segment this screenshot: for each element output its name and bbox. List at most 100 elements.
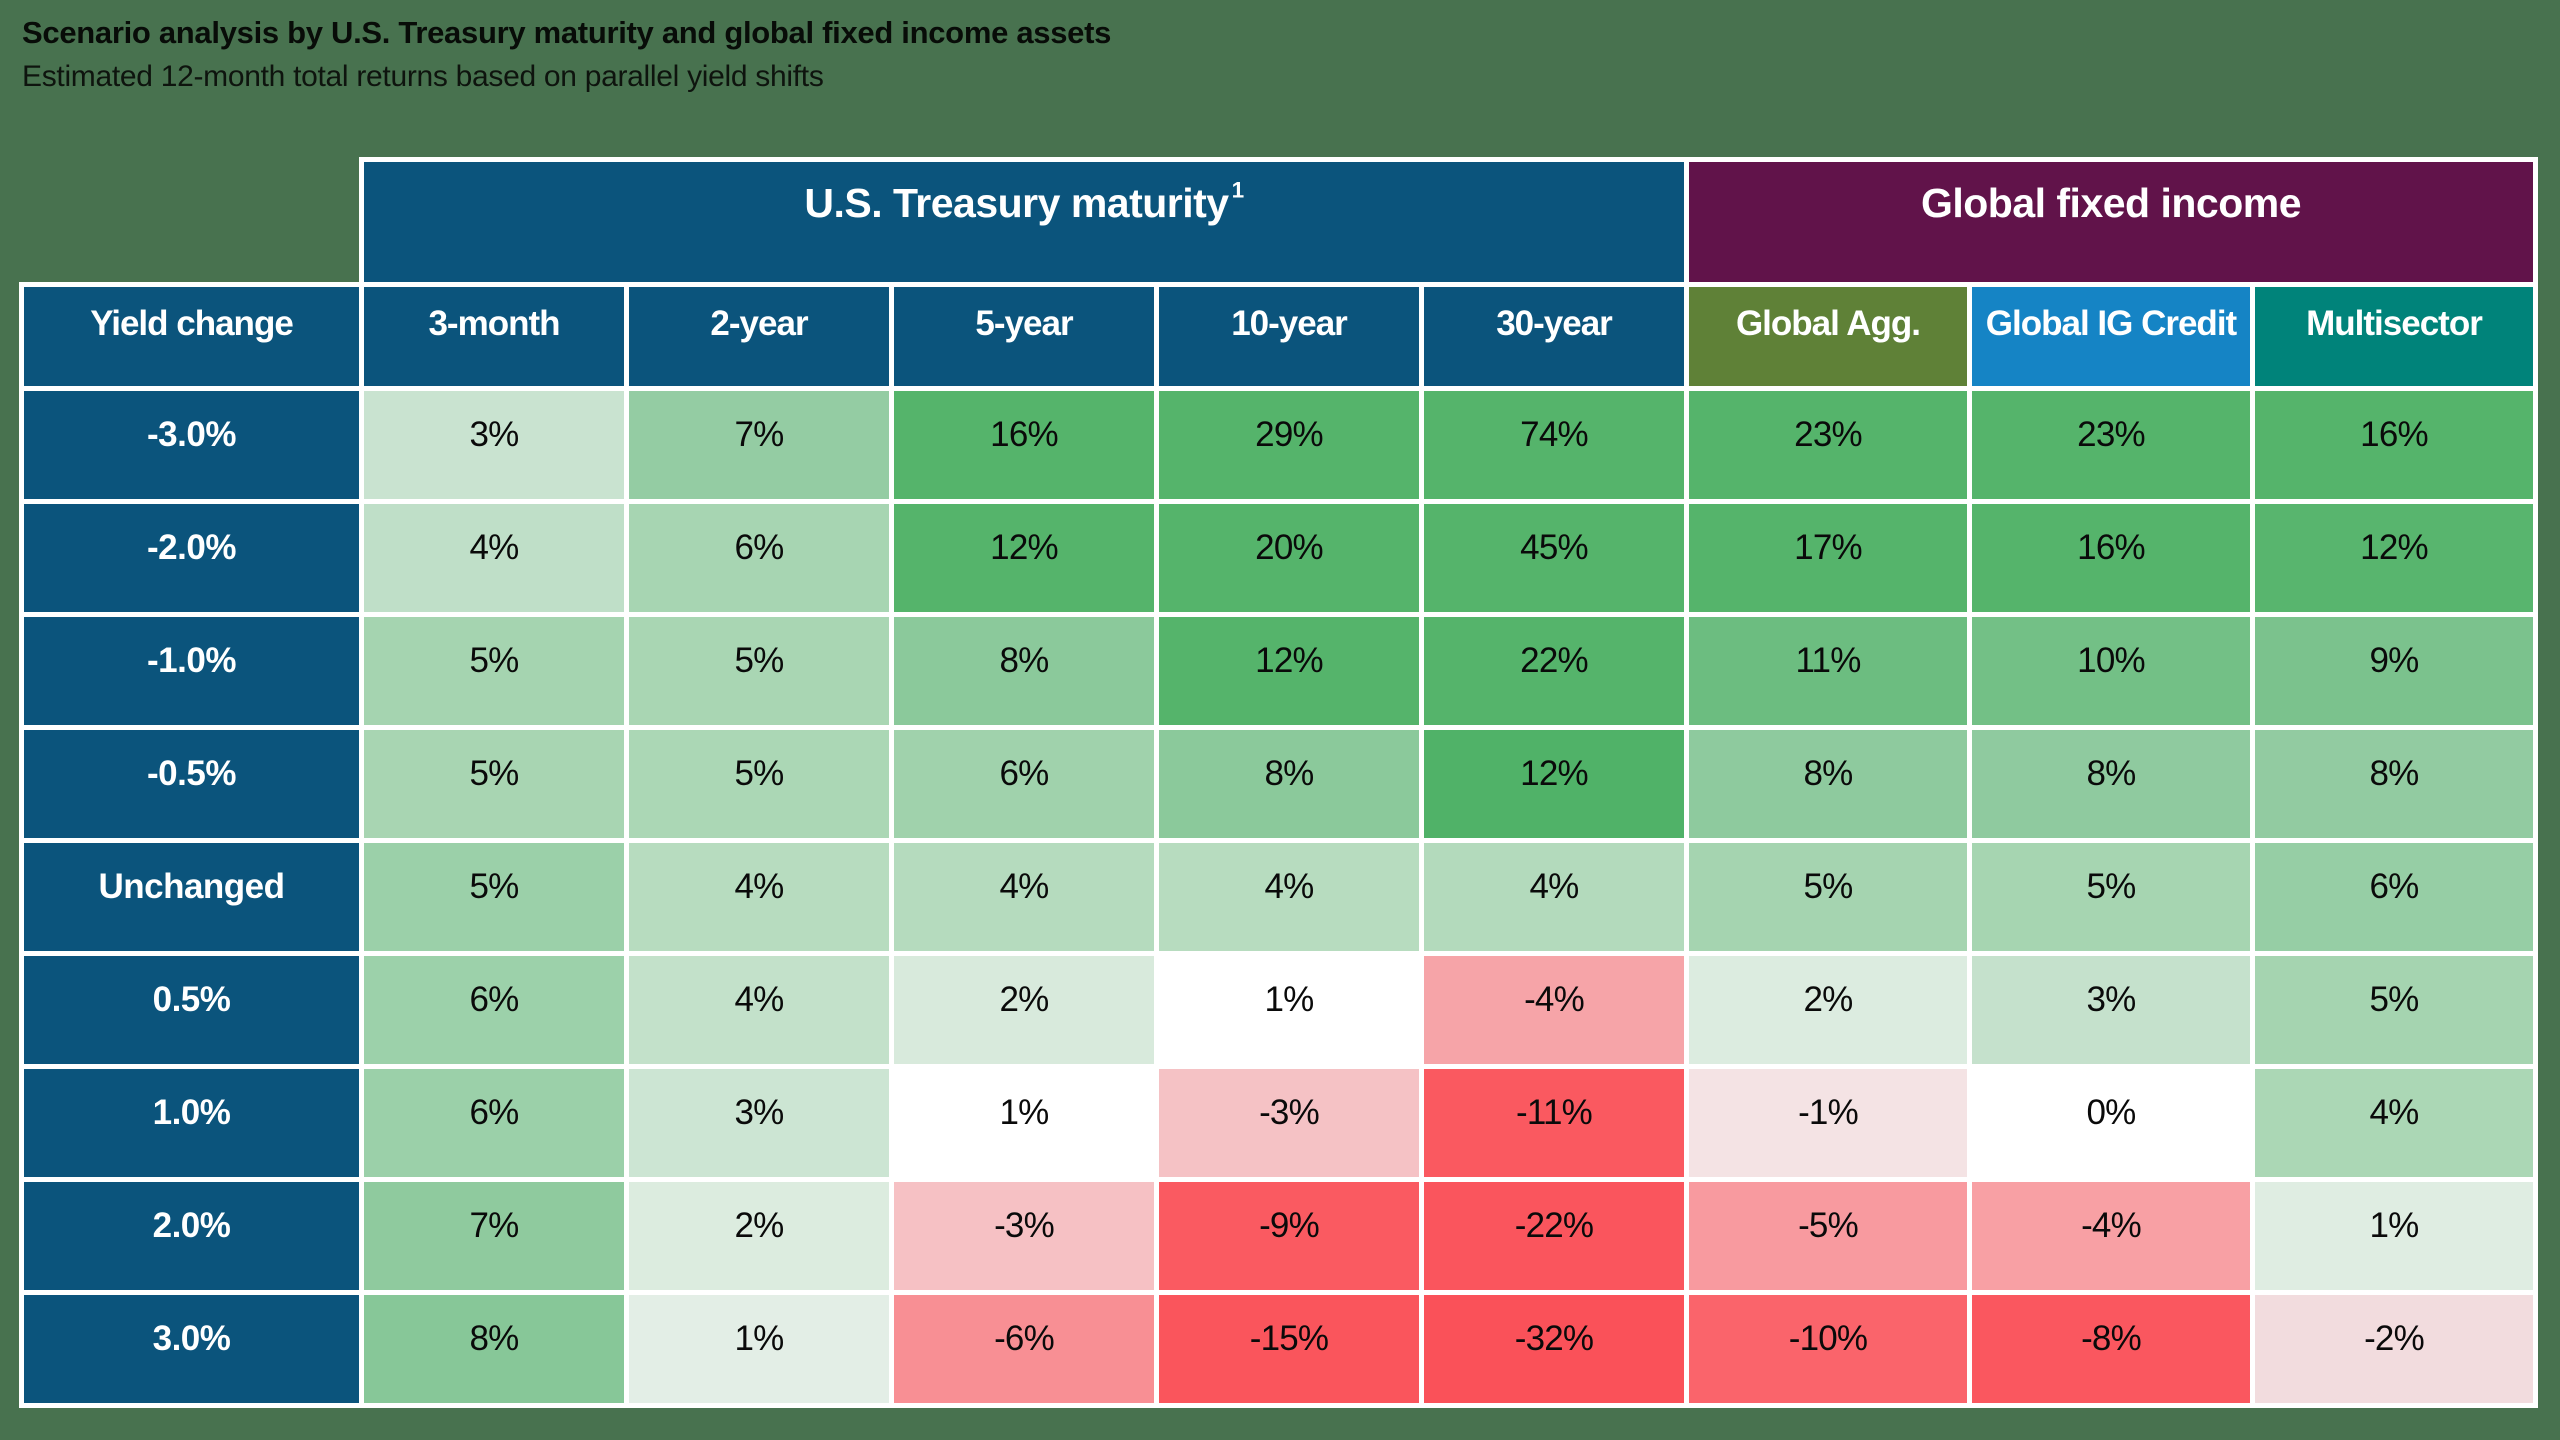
value-cell-r9c8: -2%: [2255, 1295, 2533, 1403]
title-block: Scenario analysis by U.S. Treasury matur…: [0, 0, 2560, 95]
value-cell-r2c2: 6%: [629, 504, 889, 612]
row-label-3-0: 3.0%: [24, 1295, 359, 1403]
value-cell-r9c7: -8%: [1972, 1295, 2250, 1403]
value-cell-r4c7: 8%: [1972, 730, 2250, 838]
value-cell-r9c1: 8%: [364, 1295, 624, 1403]
value-cell-r1c1: 3%: [364, 391, 624, 499]
value-cell-r9c3: -6%: [894, 1295, 1154, 1403]
value-cell-r3c4: 12%: [1159, 617, 1419, 725]
value-cell-r6c4: 1%: [1159, 956, 1419, 1064]
value-cell-r2c8: 12%: [2255, 504, 2533, 612]
value-cell-r4c8: 8%: [2255, 730, 2533, 838]
value-cell-r5c3: 4%: [894, 843, 1154, 951]
footnote-marker: 1: [1231, 177, 1245, 203]
value-cell-r5c8: 6%: [2255, 843, 2533, 951]
value-cell-r5c5: 4%: [1424, 843, 1684, 951]
value-cell-r3c6: 11%: [1689, 617, 1967, 725]
column-header-30-year: 30-year: [1424, 287, 1684, 386]
column-header-global-ig-credit: Global IG Credit: [1972, 287, 2250, 386]
value-cell-r2c1: 4%: [364, 504, 624, 612]
value-cell-r5c2: 4%: [629, 843, 889, 951]
value-cell-r7c2: 3%: [629, 1069, 889, 1177]
corner-cell: [19, 157, 359, 282]
value-cell-r8c6: -5%: [1689, 1182, 1967, 1290]
value-cell-r1c4: 29%: [1159, 391, 1419, 499]
value-cell-r3c7: 10%: [1972, 617, 2250, 725]
value-cell-r1c6: 23%: [1689, 391, 1967, 499]
row-label-unchanged: Unchanged: [24, 843, 359, 951]
value-cell-r7c1: 6%: [364, 1069, 624, 1177]
value-cell-r3c8: 9%: [2255, 617, 2533, 725]
value-cell-r6c1: 6%: [364, 956, 624, 1064]
value-cell-r5c6: 5%: [1689, 843, 1967, 951]
value-cell-r3c5: 22%: [1424, 617, 1684, 725]
value-cell-r8c4: -9%: [1159, 1182, 1419, 1290]
column-header-5-year: 5-year: [894, 287, 1154, 386]
row-label-3-0: -3.0%: [24, 391, 359, 499]
column-header-10-year: 10-year: [1159, 287, 1419, 386]
value-cell-r9c4: -15%: [1159, 1295, 1419, 1403]
value-cell-r4c4: 8%: [1159, 730, 1419, 838]
value-cell-r7c5: -11%: [1424, 1069, 1684, 1177]
value-cell-r6c8: 5%: [2255, 956, 2533, 1064]
value-cell-r7c3: 1%: [894, 1069, 1154, 1177]
row-label-1-0: -1.0%: [24, 617, 359, 725]
value-cell-r2c4: 20%: [1159, 504, 1419, 612]
value-cell-r6c3: 2%: [894, 956, 1154, 1064]
group-header-label: U.S. Treasury maturity: [804, 179, 1229, 226]
column-header-yield-change: Yield change: [24, 287, 359, 386]
value-cell-r9c2: 1%: [629, 1295, 889, 1403]
value-cell-r8c1: 7%: [364, 1182, 624, 1290]
group-header-label: Global fixed income: [1920, 179, 2302, 226]
value-cell-r8c2: 2%: [629, 1182, 889, 1290]
group-header-global-fixed-income: Global fixed income: [1689, 162, 2533, 282]
value-cell-r6c2: 4%: [629, 956, 889, 1064]
row-label-0-5: 0.5%: [24, 956, 359, 1064]
value-cell-r2c5: 45%: [1424, 504, 1684, 612]
value-cell-r6c6: 2%: [1689, 956, 1967, 1064]
value-cell-r6c7: 3%: [1972, 956, 2250, 1064]
column-header-2-year: 2-year: [629, 287, 889, 386]
value-cell-r5c4: 4%: [1159, 843, 1419, 951]
row-label-0-5: -0.5%: [24, 730, 359, 838]
value-cell-r1c7: 23%: [1972, 391, 2250, 499]
value-cell-r5c1: 5%: [364, 843, 624, 951]
column-header-3-month: 3-month: [364, 287, 624, 386]
value-cell-r6c5: -4%: [1424, 956, 1684, 1064]
value-cell-r2c7: 16%: [1972, 504, 2250, 612]
row-label-2-0: -2.0%: [24, 504, 359, 612]
scenario-analysis-table: U.S. Treasury maturity 1 Global fixed inco…: [19, 157, 2538, 1408]
value-cell-r4c1: 5%: [364, 730, 624, 838]
value-cell-r7c6: -1%: [1689, 1069, 1967, 1177]
value-cell-r2c6: 17%: [1689, 504, 1967, 612]
value-cell-r7c7: 0%: [1972, 1069, 2250, 1177]
column-header-global-agg: Global Agg.: [1689, 287, 1967, 386]
value-cell-r1c5: 74%: [1424, 391, 1684, 499]
value-cell-r3c2: 5%: [629, 617, 889, 725]
page-title: Scenario analysis by U.S. Treasury matur…: [22, 15, 1112, 50]
value-cell-r4c5: 12%: [1424, 730, 1684, 838]
value-cell-r2c3: 12%: [894, 504, 1154, 612]
value-cell-r8c8: 1%: [2255, 1182, 2533, 1290]
value-cell-r4c3: 6%: [894, 730, 1154, 838]
column-header-multisector: Multisector: [2255, 287, 2533, 386]
value-cell-r4c2: 5%: [629, 730, 889, 838]
value-cell-r9c5: -32%: [1424, 1295, 1684, 1403]
value-cell-r7c4: -3%: [1159, 1069, 1419, 1177]
value-cell-r9c6: -10%: [1689, 1295, 1967, 1403]
row-label-2-0: 2.0%: [24, 1182, 359, 1290]
value-cell-r1c8: 16%: [2255, 391, 2533, 499]
value-cell-r8c7: -4%: [1972, 1182, 2250, 1290]
value-cell-r1c3: 16%: [894, 391, 1154, 499]
value-cell-r4c6: 8%: [1689, 730, 1967, 838]
value-cell-r7c8: 4%: [2255, 1069, 2533, 1177]
value-cell-r8c5: -22%: [1424, 1182, 1684, 1290]
row-label-1-0: 1.0%: [24, 1069, 359, 1177]
value-cell-r5c7: 5%: [1972, 843, 2250, 951]
value-cell-r1c2: 7%: [629, 391, 889, 499]
group-header-treasury: U.S. Treasury maturity 1: [364, 162, 1684, 282]
value-cell-r3c3: 8%: [894, 617, 1154, 725]
value-cell-r8c3: -3%: [894, 1182, 1154, 1290]
value-cell-r3c1: 5%: [364, 617, 624, 725]
page-subtitle: Estimated 12-month total returns based o…: [22, 60, 824, 93]
